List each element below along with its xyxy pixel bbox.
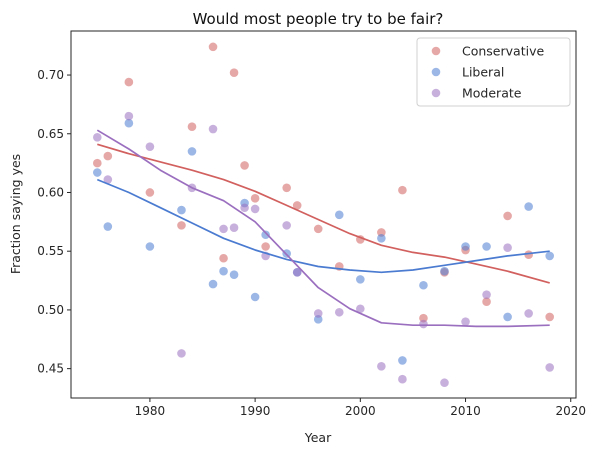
x-tick-label: 2020: [555, 404, 586, 418]
y-tick-label: 0.60: [37, 185, 64, 199]
moderate-point: [219, 224, 228, 234]
moderate-point: [419, 319, 428, 329]
x-axis: 1980 1990 2000 2010 2020: [135, 398, 586, 418]
liberal-point: [440, 266, 449, 276]
liberal-point: [461, 242, 470, 251]
conservative-point: [177, 221, 186, 230]
moderate-point: [482, 290, 491, 299]
conservative-point: [93, 158, 102, 168]
moderate-point: [398, 374, 407, 384]
y-tick-label: 0.70: [37, 68, 64, 82]
conservative-point: [292, 201, 302, 210]
moderate-point: [524, 309, 533, 318]
moderate-point: [503, 243, 512, 252]
moderate-point: [103, 175, 113, 184]
moderate-point: [240, 203, 249, 213]
conservative-point: [282, 183, 291, 193]
conservative-point: [229, 68, 239, 77]
moderate-point: [282, 221, 291, 230]
conservative-point: [482, 297, 491, 306]
liberal-point: [145, 242, 155, 251]
x-axis-title: Year: [304, 430, 332, 445]
liberal-point: [250, 292, 260, 302]
liberal-point: [187, 147, 197, 156]
moderate-trend-line: [96, 129, 550, 328]
x-tick-label: 1980: [135, 404, 166, 418]
moderate-point: [177, 349, 186, 358]
moderate-point: [440, 378, 449, 388]
legend-label-conservative: Conservative: [462, 44, 544, 59]
moderate-point: [250, 204, 260, 214]
legend-label-liberal: Liberal: [462, 65, 504, 80]
x-tick-label: 2010: [450, 404, 481, 418]
moderate-point: [545, 363, 554, 372]
conservative-point: [313, 224, 323, 234]
liberal-trend-line: [96, 178, 550, 274]
legend-marker-conservative: [431, 46, 441, 56]
moderate-point: [377, 361, 386, 371]
liberal-point: [419, 280, 428, 290]
moderate-point: [334, 307, 344, 317]
liberal-point: [398, 356, 407, 365]
y-axis: 0.45 0.50 0.55 0.60 0.65 0.70: [37, 68, 71, 376]
conservative-point: [261, 242, 270, 251]
liberal-point: [103, 222, 113, 231]
plot-area: [93, 42, 554, 388]
moderate-point: [356, 304, 365, 314]
conservative-point: [124, 77, 134, 87]
plot-frame: [70, 30, 577, 399]
liberal-point: [219, 266, 228, 276]
liberal-point: [229, 270, 239, 279]
y-tick-label: 0.45: [37, 362, 64, 376]
conservative-point: [240, 161, 249, 170]
conservative-point: [398, 185, 407, 195]
x-tick-label: 1990: [240, 404, 271, 418]
moderate-point: [208, 124, 218, 134]
liberal-point: [503, 312, 512, 322]
legend-marker-moderate: [431, 88, 441, 98]
conservative-point: [187, 122, 197, 132]
y-axis-title: Fraction saying yes: [8, 154, 23, 274]
x-tick-label: 2000: [345, 404, 376, 418]
liberal-point: [124, 118, 134, 128]
liberal-point: [377, 233, 386, 243]
liberal-point: [93, 168, 102, 177]
liberal-point: [261, 230, 270, 240]
moderate-point: [461, 317, 470, 326]
conservative-point: [503, 211, 512, 221]
moderate-point: [124, 111, 134, 121]
liberal-point: [524, 202, 533, 211]
moderate-point: [313, 309, 323, 318]
chart-title: Would most people try to be fair?: [193, 10, 444, 28]
moderate-point: [292, 268, 302, 277]
moderate-point: [93, 132, 102, 142]
liberal-point: [208, 279, 218, 289]
liberal-point: [482, 242, 491, 251]
liberal-point: [356, 275, 365, 284]
conservative-point: [219, 253, 228, 263]
conservative-point: [250, 194, 260, 203]
conservative-point: [103, 151, 113, 161]
liberal-point: [545, 251, 554, 261]
moderate-point: [145, 142, 155, 151]
legend-marker-liberal: [431, 67, 441, 77]
liberal-point: [177, 205, 186, 215]
y-tick-label: 0.55: [37, 244, 64, 258]
y-tick-label: 0.65: [37, 127, 64, 141]
moderate-point: [229, 223, 239, 233]
conservative-point: [208, 42, 218, 52]
conservative-point: [545, 312, 554, 322]
conservative-point: [145, 188, 155, 197]
liberal-point: [334, 210, 344, 220]
conservative-trend-line: [97, 143, 550, 284]
legend: Conservative Liberal Moderate: [416, 37, 571, 107]
legend-box: [416, 37, 571, 107]
legend-label-moderate: Moderate: [462, 86, 522, 101]
y-tick-label: 0.50: [37, 303, 64, 317]
